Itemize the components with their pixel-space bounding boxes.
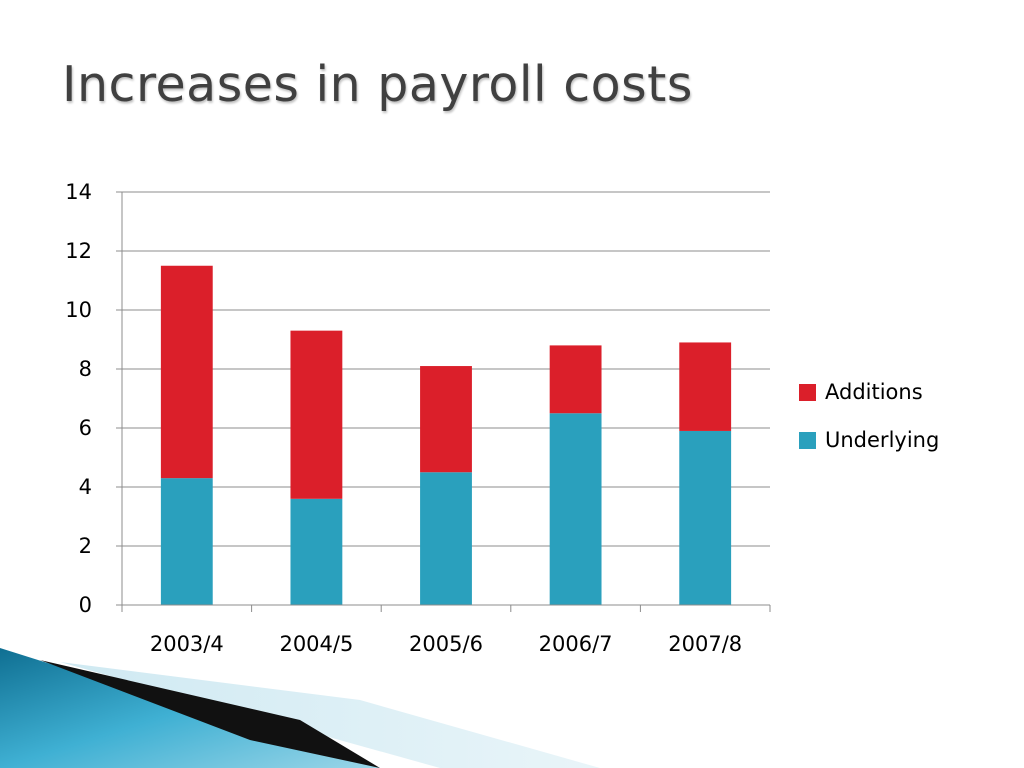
bar-underlying — [549, 413, 602, 605]
x-tick-label: 2006/7 — [539, 632, 613, 656]
x-tick-label: 2007/8 — [668, 632, 742, 656]
legend-label-underlying: Underlying — [825, 428, 939, 452]
x-tick-label: 2005/6 — [409, 632, 483, 656]
y-tick-label: 0 — [79, 593, 92, 617]
slide-title: Increases in payroll costs — [62, 56, 693, 113]
y-tick-label: 4 — [79, 475, 92, 499]
bar-additions — [549, 345, 602, 414]
y-tick-label: 8 — [79, 357, 92, 381]
bar-underlying — [420, 472, 472, 605]
bar-additions — [679, 342, 732, 431]
bar-additions — [160, 265, 213, 479]
x-tick-label: 2003/4 — [150, 632, 224, 656]
bar-additions — [420, 366, 472, 473]
bar-underlying — [160, 478, 213, 605]
y-tick-label: 14 — [65, 180, 92, 204]
legend-swatch-underlying — [799, 432, 816, 449]
y-tick-label: 6 — [79, 416, 92, 440]
legend-label-additions: Additions — [825, 380, 923, 404]
legend-swatch-additions — [799, 384, 816, 401]
bar-underlying — [679, 430, 732, 605]
x-tick-label: 2004/5 — [279, 632, 353, 656]
bar-underlying — [290, 498, 343, 605]
y-tick-label: 12 — [65, 239, 92, 263]
y-tick-label: 10 — [65, 298, 92, 322]
bar-additions — [290, 330, 343, 499]
y-tick-label: 2 — [79, 534, 92, 558]
